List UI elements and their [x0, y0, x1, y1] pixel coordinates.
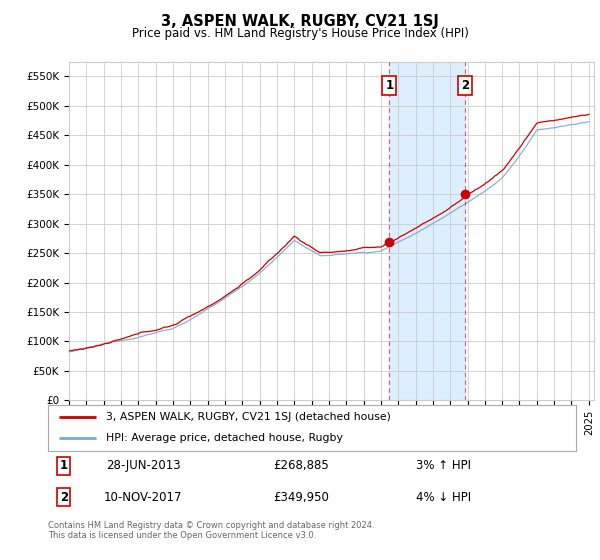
Text: £268,885: £268,885 — [274, 459, 329, 473]
Text: 1: 1 — [385, 80, 394, 92]
Text: 4% ↓ HPI: 4% ↓ HPI — [416, 491, 472, 504]
Text: 3, ASPEN WALK, RUGBY, CV21 1SJ: 3, ASPEN WALK, RUGBY, CV21 1SJ — [161, 14, 439, 29]
Text: Price paid vs. HM Land Registry's House Price Index (HPI): Price paid vs. HM Land Registry's House … — [131, 27, 469, 40]
Text: HPI: Average price, detached house, Rugby: HPI: Average price, detached house, Rugb… — [106, 433, 343, 444]
Bar — [389, 62, 465, 400]
Text: 10-NOV-2017: 10-NOV-2017 — [104, 491, 182, 504]
Text: 28-JUN-2013: 28-JUN-2013 — [106, 459, 181, 473]
Text: 3, ASPEN WALK, RUGBY, CV21 1SJ (detached house): 3, ASPEN WALK, RUGBY, CV21 1SJ (detached… — [106, 412, 391, 422]
Text: £349,950: £349,950 — [274, 491, 329, 504]
Text: Contains HM Land Registry data © Crown copyright and database right 2024.
This d: Contains HM Land Registry data © Crown c… — [48, 521, 374, 540]
Text: 2: 2 — [461, 80, 469, 92]
Text: 1: 1 — [60, 459, 68, 473]
Text: 3% ↑ HPI: 3% ↑ HPI — [416, 459, 472, 473]
Text: 2: 2 — [60, 491, 68, 504]
